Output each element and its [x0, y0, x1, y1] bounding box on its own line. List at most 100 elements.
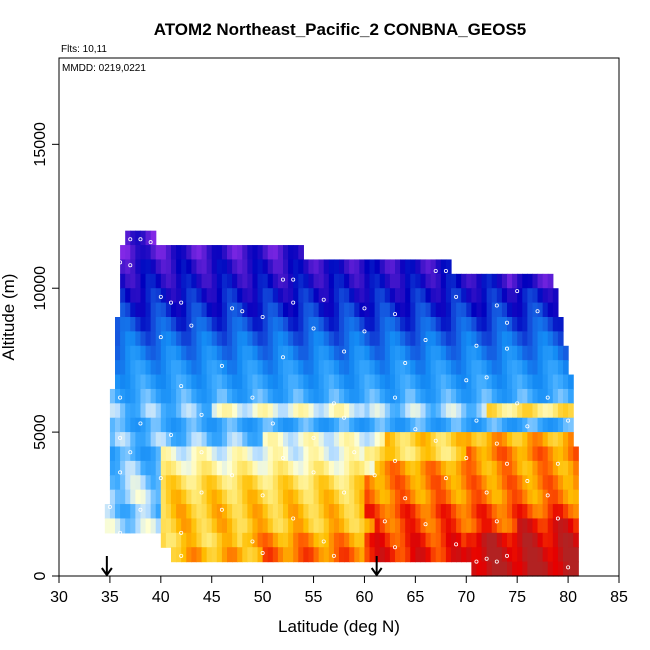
heatmap-cell [481, 532, 488, 548]
heatmap-cell [272, 489, 279, 505]
heatmap-cell [359, 504, 366, 520]
heatmap-cell [293, 288, 299, 304]
heatmap-cell [440, 504, 447, 520]
heatmap-cell [293, 302, 299, 318]
heatmap-cell [542, 273, 549, 289]
heatmap-cell [109, 518, 116, 534]
heatmap-cell [461, 273, 467, 289]
sample-point [433, 268, 438, 273]
sample-point [321, 297, 326, 302]
heatmap-cell [532, 518, 539, 534]
heatmap-cell [400, 374, 406, 390]
heatmap-cell [395, 317, 401, 332]
heatmap-cell [227, 446, 233, 462]
heatmap-cell [323, 259, 330, 275]
heatmap-cell [501, 417, 508, 433]
heatmap-cell [512, 345, 518, 361]
heatmap-cell [364, 460, 371, 476]
heatmap-cell [242, 475, 248, 491]
heatmap-cell [568, 518, 574, 534]
heatmap-cell [318, 374, 325, 390]
heatmap-cell [542, 504, 549, 520]
heatmap-cell [227, 259, 233, 275]
heatmap-cell [532, 561, 539, 577]
heatmap-cell [359, 331, 366, 347]
sample-point [118, 260, 123, 265]
heatmap-cell [379, 532, 386, 548]
x-tick-label: 85 [610, 589, 628, 606]
heatmap-cell [328, 360, 335, 376]
heatmap-cell [232, 302, 238, 318]
heatmap-cell [140, 288, 147, 304]
sample-point [413, 427, 418, 432]
heatmap-cell [451, 403, 457, 419]
heatmap-cell [150, 432, 157, 448]
heatmap-cell [410, 288, 416, 304]
heatmap-cell [405, 259, 411, 275]
heatmap-cell [262, 331, 269, 347]
heatmap-cell [501, 317, 508, 332]
heatmap-cell [267, 288, 274, 304]
heatmap-cell [415, 403, 422, 419]
heatmap-cell [501, 273, 508, 289]
heatmap-cell [323, 317, 330, 332]
heatmap-cell [445, 460, 452, 476]
heatmap-cell [364, 417, 371, 433]
heatmap-cell [527, 317, 534, 332]
heatmap-cell [206, 317, 213, 332]
heatmap-cell [109, 417, 116, 433]
heatmap-cell [216, 273, 223, 289]
heatmap-cell [507, 302, 513, 318]
heatmap-cell [323, 374, 330, 390]
heatmap-cell [277, 489, 284, 505]
heatmap-cell [359, 259, 366, 275]
heatmap-cell [405, 403, 411, 419]
heatmap-cell [496, 374, 503, 390]
heatmap-cell [145, 475, 152, 491]
heatmap-cell [547, 417, 554, 433]
heatmap-cell [247, 345, 254, 361]
heatmap-cell [456, 374, 462, 390]
heatmap-cell [364, 317, 371, 332]
heatmap-cell [384, 273, 391, 289]
heatmap-cell [517, 403, 523, 419]
heatmap-cell [206, 417, 213, 433]
sample-point [372, 473, 377, 478]
heatmap-cell [379, 489, 386, 505]
heatmap-cell [344, 460, 350, 476]
heatmap-cell [517, 374, 523, 390]
heatmap-cell [257, 417, 264, 433]
heatmap-cell [232, 245, 238, 261]
heatmap-cell [293, 518, 299, 534]
heatmap-cell [420, 259, 427, 275]
heatmap-cell [486, 489, 493, 505]
heatmap-cell [547, 432, 554, 448]
heatmap-cell [150, 273, 157, 289]
heatmap-cell [155, 317, 162, 332]
heatmap-cell [109, 403, 116, 419]
heatmap-cell [369, 273, 376, 289]
heatmap-cell [496, 432, 503, 448]
heatmap-cell [267, 547, 274, 563]
heatmap-cell [369, 460, 376, 476]
heatmap-cell [425, 388, 432, 404]
heatmap-cell [461, 331, 467, 347]
heatmap-cell [288, 345, 294, 361]
heatmap-cell [425, 317, 432, 332]
heatmap-cell [216, 288, 223, 304]
heatmap-cell [471, 460, 478, 476]
heatmap-cell [435, 460, 442, 476]
heatmap-cell [318, 403, 325, 419]
heatmap-cell [333, 374, 340, 390]
heatmap-cell [537, 561, 544, 577]
heatmap-cell [181, 417, 187, 433]
heatmap-cell [451, 518, 457, 534]
heatmap-cell [232, 532, 238, 548]
heatmap-cell [512, 432, 518, 448]
heatmap-cell [130, 230, 136, 246]
heatmap-cell [507, 360, 513, 376]
heatmap-cell [227, 245, 233, 261]
heatmap-cell [242, 360, 248, 376]
heatmap-cell [277, 388, 284, 404]
heatmap-cell [247, 489, 254, 505]
